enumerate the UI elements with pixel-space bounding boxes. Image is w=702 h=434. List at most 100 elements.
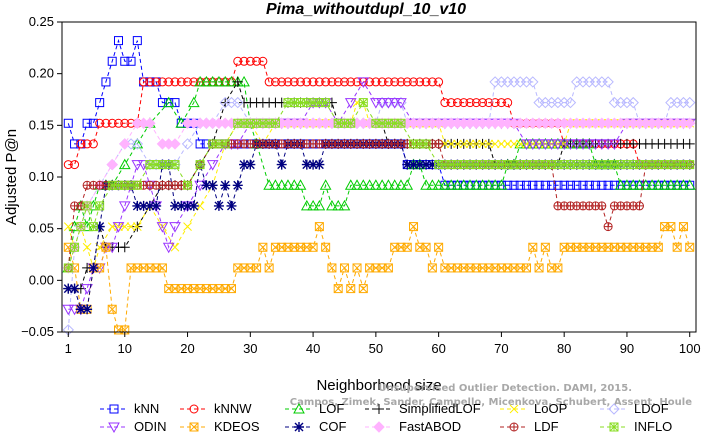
point-knnw-19	[176, 77, 186, 87]
point-knnw-2	[70, 160, 80, 170]
point-loop-75	[528, 139, 538, 149]
point-kdeos-44	[333, 284, 343, 294]
point-odin-52	[382, 98, 395, 109]
point-simplifiedlof-10	[119, 242, 130, 253]
point-odin-76	[533, 139, 545, 150]
point-knnw-70	[496, 98, 506, 108]
legend-item-simplifiedlof: SimplifiedLOF	[365, 401, 481, 416]
point-cof-59	[427, 159, 438, 170]
point-loop-8	[107, 222, 117, 231]
point-knnw-1	[63, 160, 73, 170]
series-line-odin	[68, 80, 690, 310]
point-knnw-33	[264, 77, 274, 87]
point-lof-22	[194, 75, 206, 87]
legend-label-loop: LoOP	[534, 401, 567, 416]
point-kdeos-47	[352, 263, 362, 273]
x-tick-label-40: 40	[306, 341, 320, 356]
point-inflo-58	[421, 139, 431, 149]
point-loop-63	[453, 139, 462, 149]
point-cof-14	[144, 200, 155, 211]
point-odin-88	[608, 139, 621, 150]
legend-item-lof: LOF	[285, 401, 344, 416]
point-odin-79	[552, 139, 564, 150]
point-odin-1	[62, 304, 75, 316]
point-ldof-100	[684, 96, 696, 109]
legend-label-ldof: LDOF	[634, 401, 669, 416]
point-cof-29	[239, 159, 250, 170]
point-lof-36	[282, 179, 294, 190]
point-lof-97	[665, 179, 677, 190]
point-knn-81	[565, 180, 575, 190]
point-cof-4	[82, 304, 93, 315]
point-knnw-7	[101, 118, 111, 128]
point-lof-42	[319, 179, 332, 190]
point-kdeos-75	[528, 242, 538, 252]
point-knnw-40	[308, 77, 318, 87]
legend-label-ldf: LDF	[534, 419, 559, 434]
point-loop-1	[63, 222, 73, 231]
point-cof-35	[276, 159, 287, 170]
legend-marker-inflo	[609, 422, 619, 432]
point-cof-55	[402, 159, 413, 170]
point-knn-8	[107, 56, 117, 66]
legend-item-fastabod: FastABOD	[365, 419, 461, 434]
x-tick-label-90: 90	[620, 341, 634, 356]
point-kdeos-52	[383, 263, 393, 273]
legend-marker-knn	[109, 404, 119, 414]
point-lof-35	[275, 179, 288, 190]
point-knnw-38	[296, 77, 306, 87]
point-kdeos-98	[672, 242, 682, 252]
point-cof-56	[408, 159, 419, 170]
point-lof-38	[294, 179, 307, 190]
point-ldof-75	[527, 76, 539, 88]
legend-marker-fastabod	[373, 421, 385, 433]
point-knn-12	[132, 36, 142, 46]
point-kdeos-48	[358, 284, 368, 294]
point-cof-12	[132, 200, 143, 211]
point-lof-26	[219, 75, 232, 87]
credit-text: Campos, Zimek, Sander, Campello, Micenko…	[290, 383, 692, 408]
point-fastabod-10	[119, 138, 131, 150]
point-lof-68	[483, 179, 495, 190]
point-lof-34	[269, 179, 282, 190]
point-cof-20	[182, 200, 193, 211]
point-cof-40	[308, 159, 319, 170]
point-lof-40	[307, 199, 319, 211]
point-knn-5	[88, 118, 98, 128]
point-knn-72	[509, 180, 519, 190]
legend-marker-lof	[293, 402, 305, 414]
point-cof-24	[207, 180, 218, 191]
point-cof-6	[94, 221, 105, 232]
point-cof-3	[75, 304, 86, 315]
point-loop-66	[471, 139, 481, 149]
legend-item-cof: COF	[285, 419, 347, 434]
point-knnw-28	[233, 56, 243, 66]
point-knnw-32	[258, 56, 268, 66]
point-fastabod-18	[169, 138, 181, 150]
point-ldof-20	[181, 138, 194, 150]
x-tick-label-1: 1	[65, 341, 72, 356]
point-knnw-53	[390, 77, 400, 87]
point-cof-39	[301, 159, 312, 170]
point-knn-74	[522, 180, 532, 190]
point-knnw-68	[484, 98, 494, 108]
point-lof-54	[395, 179, 407, 190]
point-odin-9	[112, 222, 125, 233]
point-knnw-69	[490, 98, 500, 108]
point-cof-18	[169, 200, 180, 211]
point-lof-70	[495, 179, 508, 190]
point-knnw-42	[321, 77, 331, 87]
point-knnw-14	[145, 77, 155, 87]
x-tick-label-10: 10	[118, 341, 132, 356]
point-knnw-71	[503, 98, 513, 108]
point-lof-58	[420, 179, 432, 190]
point-lof-46	[344, 179, 357, 190]
point-knnw-8	[107, 118, 117, 128]
legend-marker-loop	[509, 404, 519, 414]
point-knnw-61	[440, 98, 450, 108]
point-knnw-56	[409, 77, 419, 87]
point-kdeos-79	[553, 263, 563, 273]
point-ldof-81	[564, 96, 577, 109]
point-knnw-36	[283, 77, 293, 87]
point-loop-20	[183, 222, 192, 231]
